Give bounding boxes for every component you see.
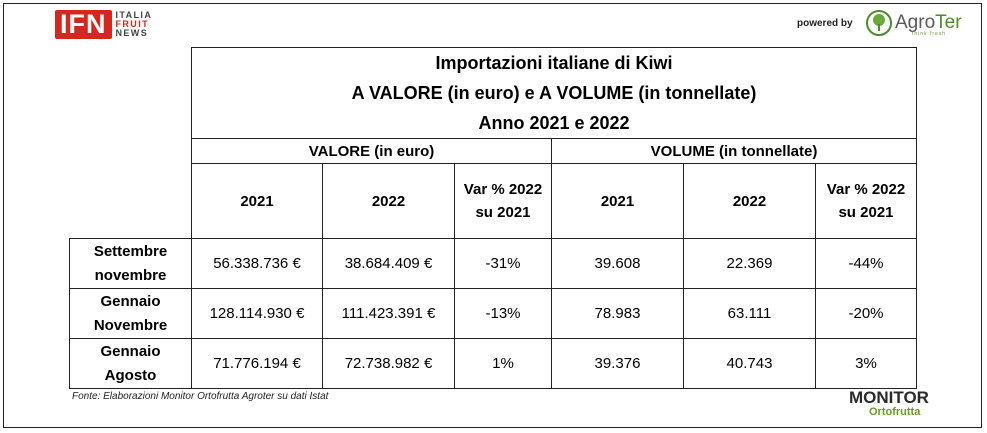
- col-header-valore-2022: 2022: [322, 163, 455, 239]
- cell-volume-2022: 40.743: [683, 338, 816, 389]
- cell-valore-2021: 71.776.194 €: [191, 338, 323, 389]
- agroter-name-suffix: Ter: [935, 12, 962, 33]
- cell-valore-2021: 128.114.930 €: [191, 288, 323, 339]
- cell-volume-2021: 39.608: [551, 238, 684, 289]
- table-title-line1: Importazioni italiane di Kiwi: [435, 53, 673, 73]
- cell-valore-var: 1%: [454, 338, 552, 389]
- image-frame: [3, 3, 982, 428]
- table-title-line3: Anno 2021 e 2022: [478, 113, 630, 133]
- table-title-line2: A VALORE (in euro) e A VOLUME (in tonnel…: [351, 83, 757, 103]
- corner-blank: [70, 48, 192, 139]
- row-header-line1: Gennaio: [100, 342, 161, 360]
- agroter-logo: AgroTer think fresh: [866, 10, 962, 37]
- row-header-line1: Gennaio: [100, 292, 161, 310]
- col-header-valore-var: Var % 2022 su 2021: [454, 163, 552, 239]
- table-title: Importazioni italiane di Kiwi A VALORE (…: [191, 47, 917, 139]
- corner-blank: [70, 139, 192, 164]
- agroter-name-prefix: Agro: [895, 12, 936, 33]
- monitor-logo-line2: Ortofrutta: [869, 406, 921, 418]
- group-header-valore: VALORE (in euro): [191, 138, 552, 164]
- ifn-word-fruit: FRUIT: [115, 18, 149, 29]
- col-header-valore-2021: 2021: [191, 163, 323, 239]
- kiwi-imports-table: Importazioni italiane di Kiwi A VALORE (…: [69, 47, 917, 389]
- monitor-logo-line1: MONITOR: [849, 388, 929, 407]
- cell-valore-2022: 38.684.409 €: [322, 238, 455, 289]
- row-header-line2: Novembre: [93, 316, 168, 334]
- row-header-line2: Agosto: [104, 366, 157, 384]
- cell-volume-var: 3%: [815, 338, 917, 389]
- monitor-ortofrutta-logo: MONITOR Ortofrutta: [849, 389, 949, 421]
- cell-valore-2022: 72.738.982 €: [322, 338, 455, 389]
- col-header-volume-var: Var % 2022 su 2021: [815, 163, 917, 239]
- row-header: Gennaio Agosto: [69, 338, 192, 389]
- cell-volume-2022: 22.369: [683, 238, 816, 289]
- ifn-logo-words: ITALIA FRUIT NEWS: [115, 9, 153, 38]
- table-row: Settembre novembre 56.338.736 € 38.684.4…: [69, 238, 917, 289]
- row-header-line2: novembre: [94, 266, 167, 284]
- powered-by-label: powered by: [797, 18, 853, 29]
- agroter-name: AgroTer: [895, 12, 962, 33]
- agroter-tagline: think fresh: [912, 31, 947, 37]
- cell-volume-2021: 78.983: [551, 288, 684, 339]
- group-header-volume: VOLUME (in tonnellate): [551, 138, 917, 164]
- corner-blank: [70, 164, 192, 239]
- col-header-volume-2021: 2021: [551, 163, 684, 239]
- col-header-volume-2022: 2022: [683, 163, 816, 239]
- table-row: Gennaio Novembre 128.114.930 € 111.423.3…: [69, 288, 917, 339]
- col-header-var-line1: Var % 2022: [463, 181, 543, 198]
- ifn-logo-letters: IFN: [55, 9, 112, 39]
- row-header-line1: Settembre: [93, 242, 168, 260]
- cell-volume-2021: 39.376: [551, 338, 684, 389]
- table-row: Gennaio Agosto 71.776.194 € 72.738.982 €…: [69, 338, 917, 389]
- row-header: Gennaio Novembre: [69, 288, 192, 339]
- agroter-tree-icon: [866, 10, 892, 36]
- col-header-var-line1: Var % 2022: [826, 181, 906, 198]
- col-header-var-line2: su 2021: [838, 204, 894, 221]
- row-header: Settembre novembre: [69, 238, 192, 289]
- cell-valore-2022: 111.423.391 €: [322, 288, 455, 339]
- ifn-logo: IFN ITALIA FRUIT NEWS: [55, 9, 152, 39]
- cell-valore-2021: 56.338.736 €: [191, 238, 323, 289]
- cell-volume-var: -20%: [815, 288, 917, 339]
- ifn-word-news: NEWS: [115, 27, 149, 38]
- col-header-var-line2: su 2021: [475, 204, 531, 221]
- cell-valore-var: -31%: [454, 238, 552, 289]
- source-note: Fonte: Elaborazioni Monitor Ortofrutta A…: [72, 391, 329, 402]
- cell-volume-var: -44%: [815, 238, 917, 289]
- ifn-word-italia: ITALIA: [115, 9, 153, 20]
- cell-volume-2022: 63.111: [683, 288, 816, 339]
- cell-valore-var: -13%: [454, 288, 552, 339]
